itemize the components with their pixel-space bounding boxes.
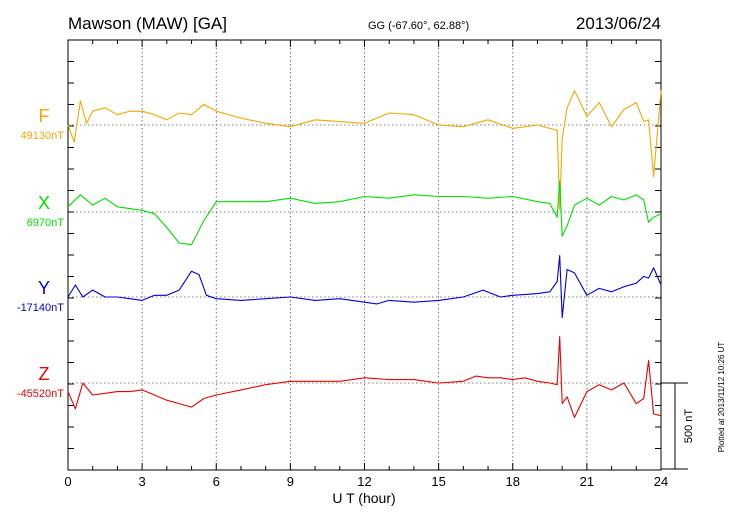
series-name-f: F — [39, 106, 50, 126]
series-labels: F 49130nT X 6970nT Y -17140nT Z -45520nT — [17, 106, 64, 400]
series-baseline-y: -17140nT — [17, 302, 64, 314]
series-baseline-z: -45520nT — [17, 388, 64, 400]
grid-lines — [68, 40, 661, 470]
x-axis-label: U T (hour) — [332, 490, 395, 506]
scale-bar: 500 nT — [661, 382, 695, 470]
x-tick-label-0: 0 — [64, 474, 71, 489]
x-tick-label-24: 24 — [654, 474, 668, 489]
series-baseline-f: 49130nT — [21, 130, 65, 142]
chart-date: 2013/06/24 — [576, 14, 661, 33]
x-tick-label-21: 21 — [580, 474, 594, 489]
x-tick-label-9: 9 — [287, 474, 294, 489]
series-name-z: Z — [39, 364, 50, 384]
x-tick-label-6: 6 — [213, 474, 220, 489]
series-x-line — [67, 180, 662, 246]
station-coordinates: GG (-67.60°, 62.88°) — [368, 20, 469, 32]
series-z-line — [67, 336, 662, 418]
series-f-line — [67, 90, 662, 210]
plot-timestamp: Plotted at 2013/11/12 10:26 UT — [717, 342, 726, 453]
x-tick-label-15: 15 — [431, 474, 445, 489]
scale-bar-label: 500 nT — [683, 409, 695, 444]
x-tick-label-3: 3 — [139, 474, 146, 489]
x-tick-labels: 0 3 6 9 12 15 18 21 24 — [64, 474, 668, 489]
series-y-line — [67, 255, 662, 319]
series-name-x: X — [38, 193, 50, 213]
station-title: Mawson (MAW) [GA] — [68, 14, 227, 33]
x-tick-label-18: 18 — [506, 474, 520, 489]
series-baseline-x: 6970nT — [27, 217, 65, 229]
series-name-y: Y — [38, 278, 50, 298]
x-tick-label-12: 12 — [357, 474, 371, 489]
traces — [67, 90, 662, 418]
